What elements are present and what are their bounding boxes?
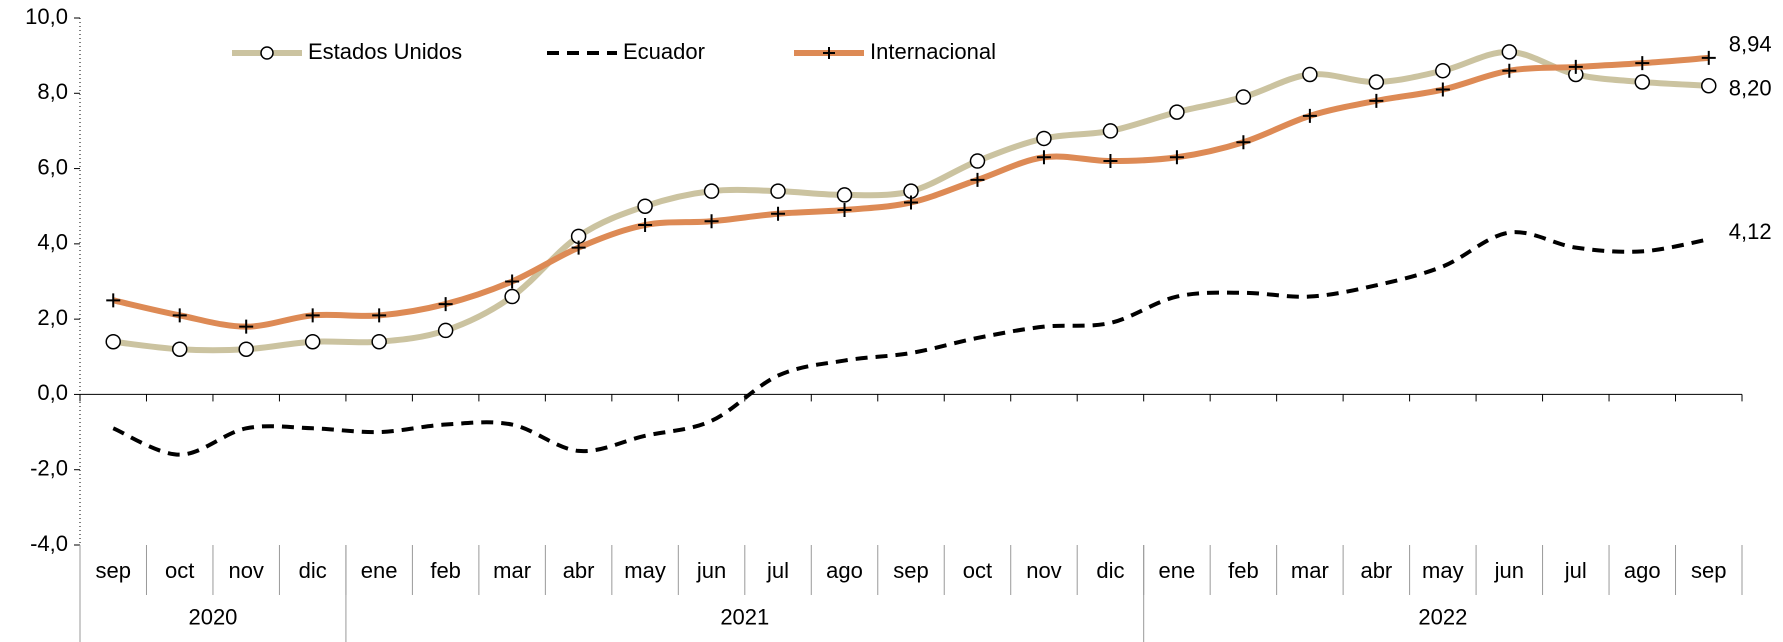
y-tick-label: -4,0 bbox=[30, 531, 68, 556]
x-tick-label: jul bbox=[766, 558, 789, 583]
x-tick-label: ene bbox=[361, 558, 398, 583]
point-marker bbox=[1036, 150, 1051, 165]
x-tick-label: nov bbox=[1026, 558, 1061, 583]
point-marker bbox=[970, 172, 985, 187]
y-tick-label: 6,0 bbox=[37, 154, 68, 179]
point-marker bbox=[1435, 82, 1450, 97]
point-marker bbox=[305, 308, 320, 323]
point-marker bbox=[437, 322, 454, 339]
value-label: 8,20 bbox=[1729, 76, 1772, 101]
point-marker bbox=[1435, 62, 1451, 79]
x-tick-label: sep bbox=[893, 558, 928, 583]
point-marker bbox=[238, 341, 254, 358]
legend-label: Estados Unidos bbox=[308, 39, 462, 64]
legend-label: Internacional bbox=[870, 39, 996, 64]
x-tick-label: abr bbox=[563, 558, 595, 583]
x-tick-label: ene bbox=[1159, 558, 1196, 583]
x-tick-label: may bbox=[624, 558, 666, 583]
point-marker bbox=[438, 297, 453, 312]
point-marker bbox=[1502, 63, 1517, 78]
x-tick-label: ago bbox=[826, 558, 863, 583]
point-marker bbox=[1169, 104, 1185, 120]
year-label: 2021 bbox=[720, 604, 769, 629]
point-marker bbox=[1701, 50, 1716, 65]
point-marker bbox=[239, 319, 254, 334]
x-tick-label: oct bbox=[963, 558, 992, 583]
x-tick-label: sep bbox=[95, 558, 130, 583]
legend-marker bbox=[823, 47, 835, 59]
x-tick-label: sep bbox=[1691, 558, 1726, 583]
point-marker bbox=[1102, 123, 1119, 139]
x-tick-label: jun bbox=[1494, 558, 1524, 583]
x-tick-label: jun bbox=[696, 558, 726, 583]
point-marker bbox=[1103, 154, 1118, 169]
legend-label: Ecuador bbox=[623, 39, 705, 64]
point-marker bbox=[638, 218, 653, 233]
point-marker bbox=[571, 240, 586, 255]
point-marker bbox=[836, 187, 853, 203]
x-tick-label: mar bbox=[493, 558, 531, 583]
point-marker bbox=[171, 341, 188, 358]
point-marker bbox=[1568, 59, 1583, 74]
point-marker bbox=[1302, 66, 1318, 83]
value-label: 4,12 bbox=[1729, 219, 1772, 244]
point-marker bbox=[172, 308, 187, 323]
point-marker bbox=[372, 308, 387, 323]
point-marker bbox=[1635, 56, 1650, 71]
point-marker bbox=[371, 333, 387, 350]
point-marker bbox=[1701, 78, 1717, 94]
x-tick-label: feb bbox=[430, 558, 461, 583]
x-tick-label: dic bbox=[299, 558, 327, 583]
point-marker bbox=[106, 293, 121, 308]
point-marker bbox=[1236, 135, 1251, 150]
x-tick-label: oct bbox=[165, 558, 194, 583]
y-tick-label: 10,0 bbox=[25, 4, 68, 29]
x-tick-label: ago bbox=[1624, 558, 1661, 583]
y-tick-label: 8,0 bbox=[37, 79, 68, 104]
y-tick-label: 4,0 bbox=[37, 230, 68, 255]
point-marker bbox=[637, 198, 653, 214]
point-marker bbox=[969, 153, 986, 169]
point-marker bbox=[505, 274, 520, 289]
point-marker bbox=[1501, 44, 1518, 60]
y-tick-label: 0,0 bbox=[37, 380, 68, 405]
point-marker bbox=[904, 195, 918, 210]
x-tick-label: feb bbox=[1228, 558, 1259, 583]
point-marker bbox=[1634, 74, 1651, 90]
x-tick-label: may bbox=[1422, 558, 1464, 583]
point-marker bbox=[1368, 74, 1385, 90]
legend-marker bbox=[260, 46, 274, 60]
y-tick-label: -2,0 bbox=[30, 456, 68, 481]
point-marker bbox=[703, 183, 720, 199]
year-label: 2020 bbox=[188, 604, 237, 629]
x-tick-label: jul bbox=[1564, 558, 1587, 583]
point-marker bbox=[770, 183, 786, 199]
x-tick-label: mar bbox=[1291, 558, 1329, 583]
point-marker bbox=[504, 288, 520, 305]
value-label: 8,94 bbox=[1729, 32, 1772, 57]
x-tick-label: nov bbox=[228, 558, 263, 583]
point-marker bbox=[837, 202, 852, 217]
point-marker bbox=[1235, 89, 1252, 105]
point-marker bbox=[304, 333, 321, 350]
x-tick-label: dic bbox=[1096, 558, 1124, 583]
y-tick-label: 2,0 bbox=[37, 305, 68, 330]
point-marker bbox=[1036, 130, 1052, 147]
point-marker bbox=[704, 214, 719, 229]
x-tick-label: abr bbox=[1360, 558, 1392, 583]
point-marker bbox=[105, 333, 121, 350]
year-label: 2022 bbox=[1418, 604, 1467, 629]
point-marker bbox=[1169, 150, 1184, 165]
point-marker bbox=[771, 206, 786, 221]
point-marker bbox=[1302, 108, 1317, 123]
point-marker bbox=[1369, 93, 1384, 108]
